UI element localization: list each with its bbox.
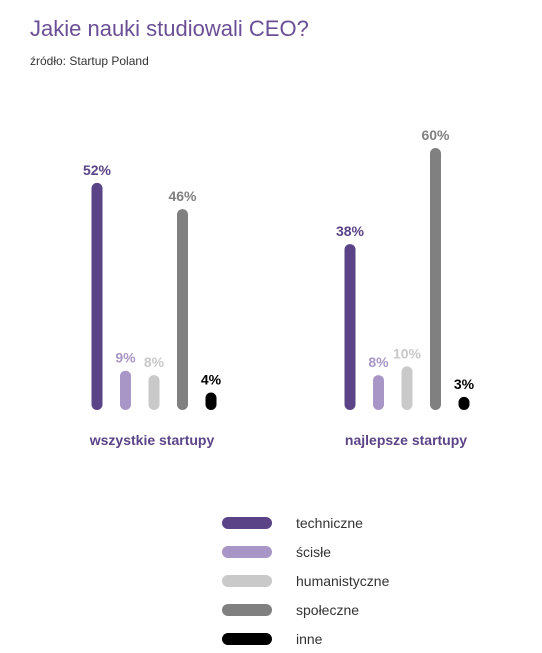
bar-inne-1 [458, 396, 470, 410]
bar-humanistyczne-0 [148, 375, 160, 410]
value-label: 52% [83, 162, 112, 178]
legend-label: inne [296, 630, 323, 647]
value-label: 60% [421, 127, 450, 143]
bar-inne-0 [205, 392, 217, 410]
legend-item: humanistyczne [222, 566, 389, 595]
bar-ścisłe-0 [120, 370, 131, 410]
chart-title: Jakie nauki studiowali CEO? [30, 16, 309, 41]
value-label: 4% [201, 372, 222, 388]
value-label: 9% [115, 350, 136, 366]
legend-label: ścisłe [296, 543, 332, 560]
value-label: 46% [168, 188, 197, 204]
category-label: najlepsze startupy [345, 432, 467, 448]
legend-label: humanistyczne [296, 572, 390, 589]
value-label: 10% [393, 345, 422, 361]
legend-item: inne [222, 624, 389, 653]
bar-ścisłe-1 [373, 375, 384, 410]
bar-techniczne-0 [91, 182, 103, 410]
bar-społeczne-0 [177, 209, 188, 410]
chart-legend: techniczne ścisłe humanistyczne społeczne in… [222, 508, 389, 653]
bar-humanistyczne-1 [401, 366, 413, 410]
legend-label: społeczne [296, 601, 360, 618]
bar-chart: 52%9% 8%46%4%wszystkie startupy38%8%10%60… [83, 127, 475, 448]
legend-item: techniczne [222, 508, 389, 537]
value-label: 8% [368, 354, 389, 370]
category-label: wszystkie startupy [89, 432, 215, 448]
legend-item: ścisłe [222, 537, 389, 566]
value-label: 3% [454, 376, 475, 392]
legend-swatch [222, 603, 272, 616]
bar-społeczne-1 [430, 148, 441, 410]
bar-techniczne-1 [344, 244, 356, 410]
legend-item: społeczne [222, 595, 389, 624]
legend-swatch [222, 632, 272, 645]
legend-swatch [222, 545, 272, 558]
value-label: 38% [336, 223, 365, 239]
chart-source: źródło: Startup Poland [30, 54, 149, 68]
legend-swatch [222, 574, 272, 587]
legend-swatch [222, 516, 272, 529]
legend-label: techniczne [296, 514, 363, 531]
value-label: 8% [144, 354, 165, 370]
